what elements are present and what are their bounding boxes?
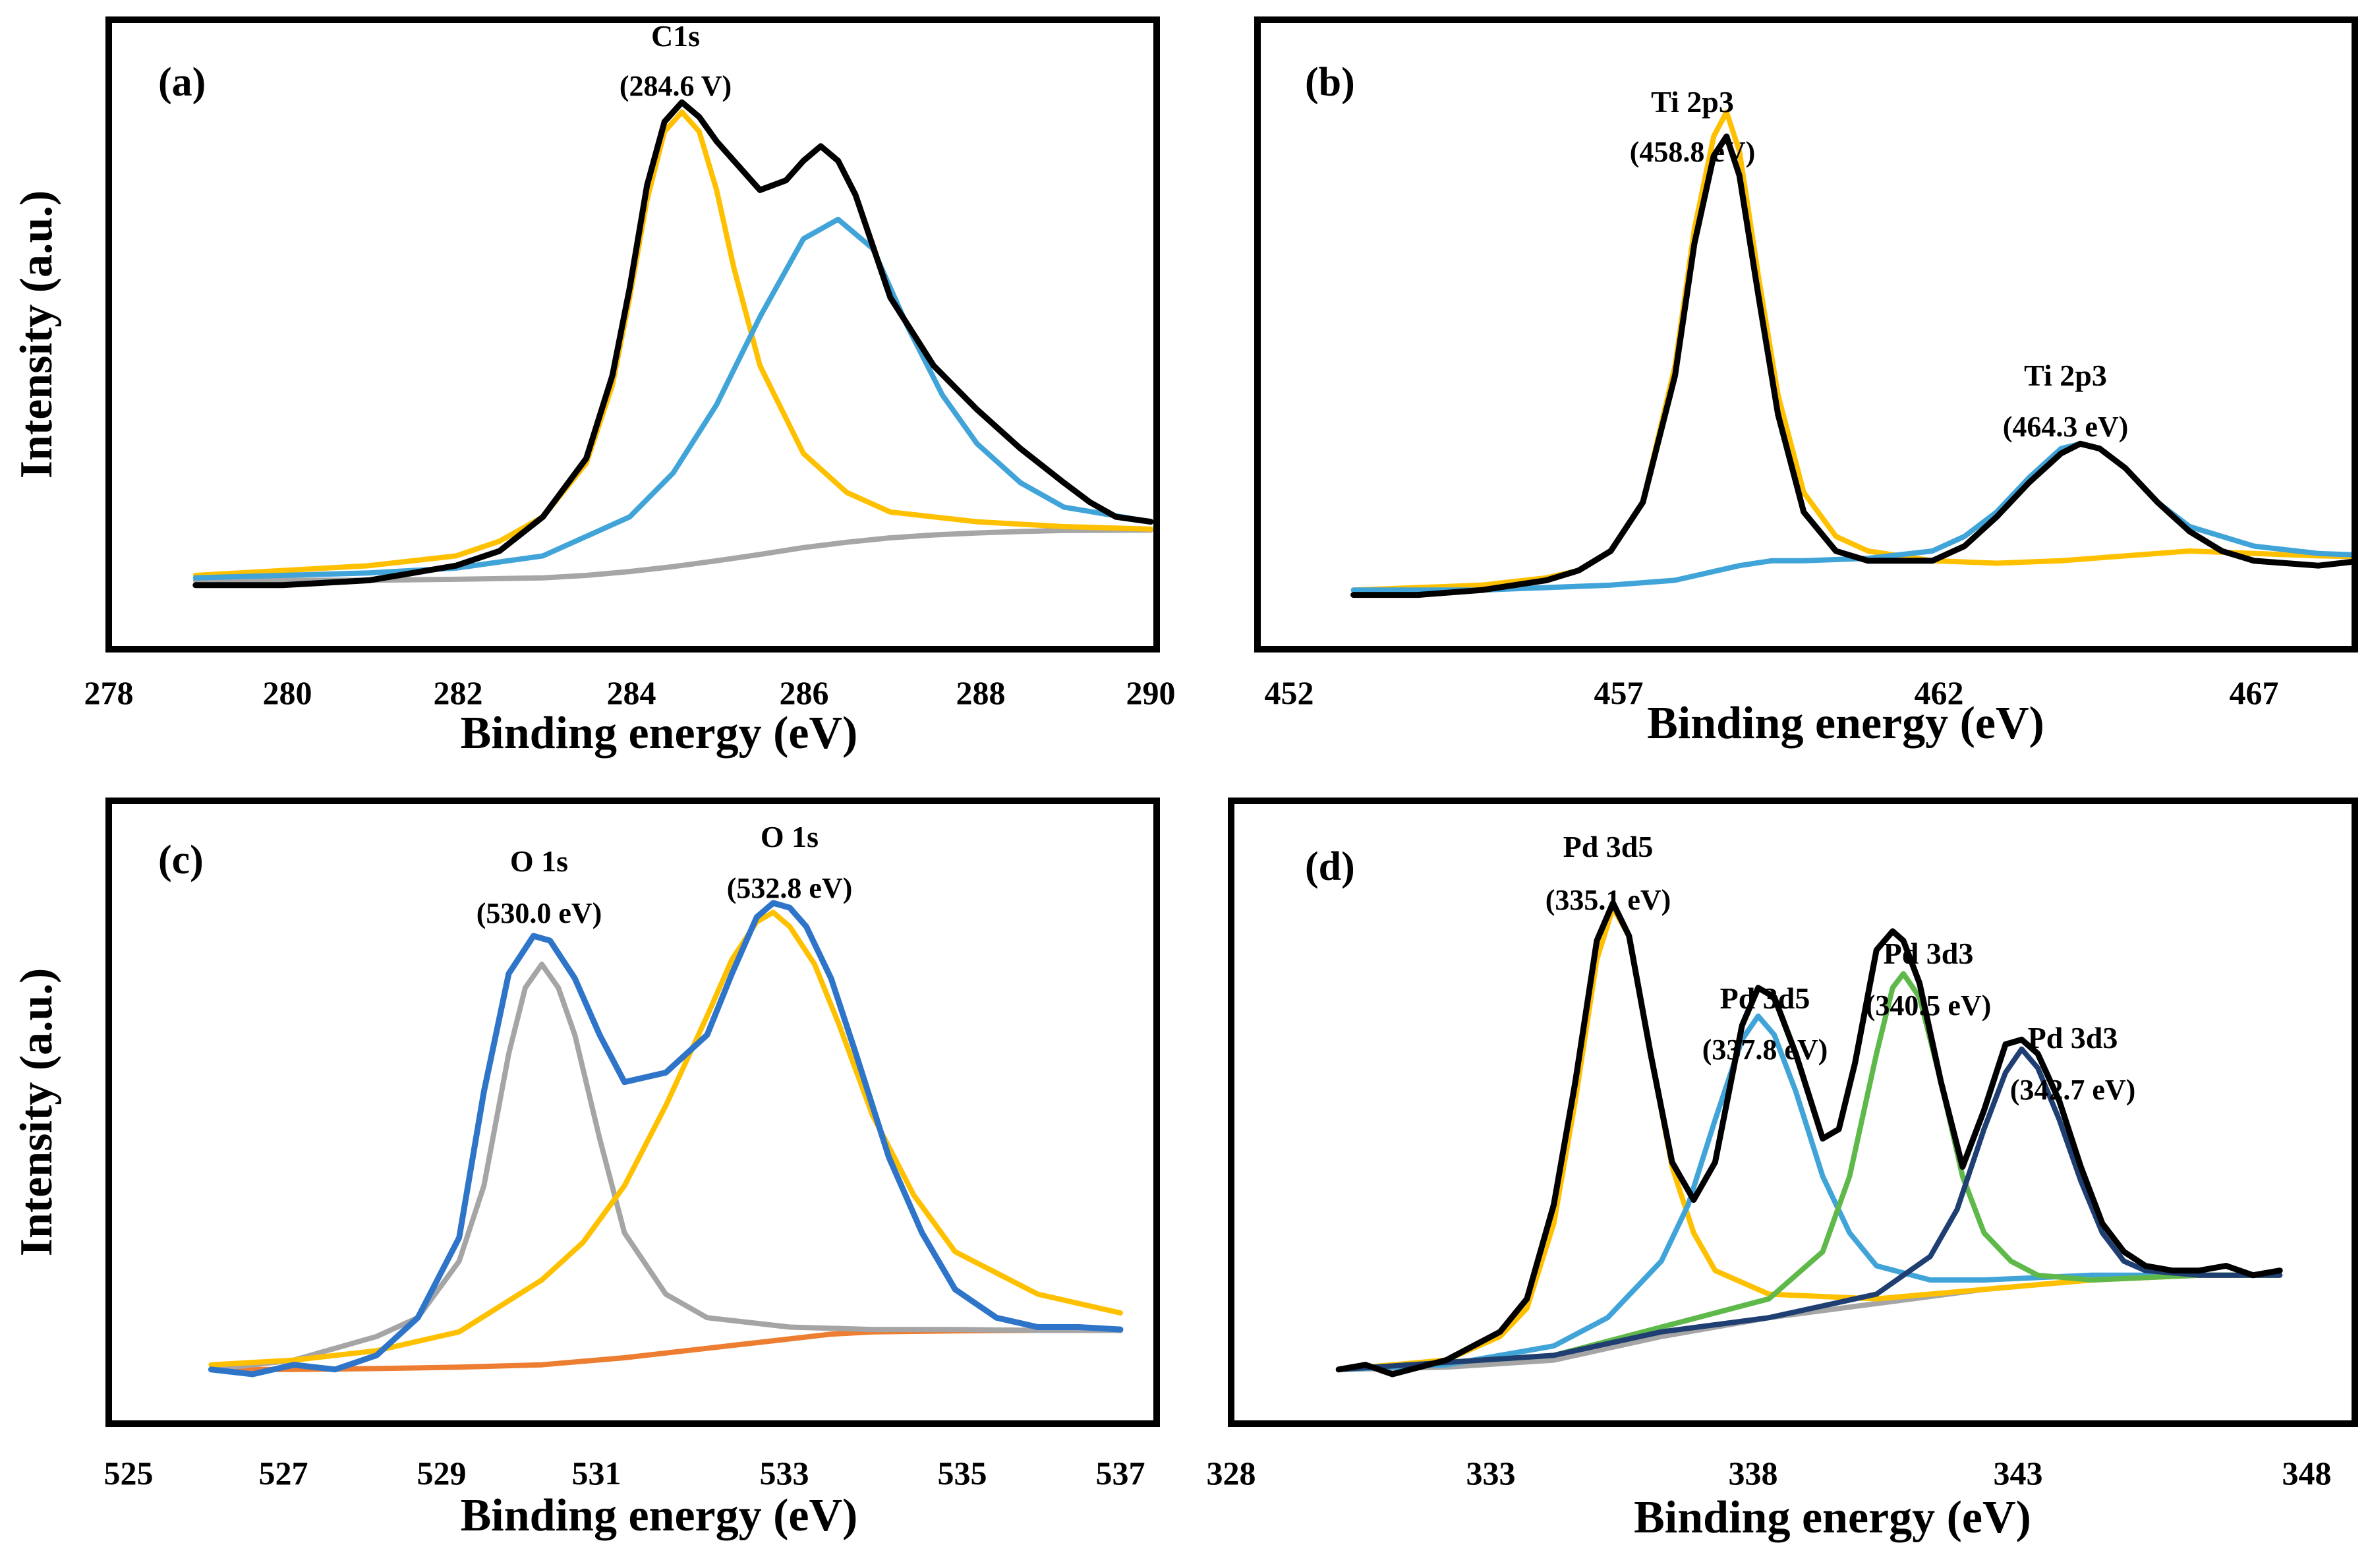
x-tick-label: 457 xyxy=(1594,674,1644,711)
series-line-pd-3d3-342-7 xyxy=(1336,1046,2283,1372)
panel-a: 278 280 282 284 286 288 290 Binding energy (eV)… xyxy=(11,16,1176,759)
plot-frame xyxy=(1228,798,2358,1427)
peak-annotation: Pd 3d3 xyxy=(2028,1021,2118,1055)
peak-annotation: (337.8 eV) xyxy=(1702,1033,1828,1066)
x-tick-label: 525 xyxy=(104,1455,154,1492)
series-line-background xyxy=(1336,1272,2283,1372)
x-tick-label: 338 xyxy=(1729,1455,1778,1492)
x-tick-label: 452 xyxy=(1265,674,1314,711)
series-line-c-c-284-6 xyxy=(192,109,1153,578)
x-tick-label: 531 xyxy=(572,1455,621,1492)
series-line-raw xyxy=(1335,900,2283,1378)
x-tick-label: 535 xyxy=(938,1455,987,1492)
panel-label: (c) xyxy=(158,838,204,883)
series-line-ti-2p1-464-3 xyxy=(1350,441,2352,593)
x-tick-label: 467 xyxy=(2230,674,2279,711)
plot-frame xyxy=(1254,16,2358,653)
series-group xyxy=(192,99,1153,589)
peak-annotation: Pd 3d3 xyxy=(1884,937,1974,970)
x-tick-label: 537 xyxy=(1096,1455,1145,1492)
series-line-pd-3d3-340-5 xyxy=(1336,971,2283,1372)
x-tick-label: 286 xyxy=(780,674,829,711)
peak-annotation: (340.5 eV) xyxy=(1866,989,1992,1022)
series-line-raw xyxy=(208,900,1124,1378)
panel-d: 328 333 338 343 348 Binding energy (eV) (d) Pd … xyxy=(1207,798,2358,1543)
peak-annotation: Ti 2p3 xyxy=(1651,85,1734,119)
peak-annotation: (335.1 eV) xyxy=(1545,884,1671,916)
panel-label: (a) xyxy=(158,60,206,105)
y-axis-label: Intensity (a.u.) xyxy=(11,968,62,1257)
x-tick-label: 284 xyxy=(607,674,656,711)
peak-annotation: (284.6 V) xyxy=(620,70,732,102)
peak-annotation: (532.8 eV) xyxy=(727,872,853,904)
x-axis-label: Binding energy (eV) xyxy=(1647,698,2044,749)
peak-annotation: Pd 3d5 xyxy=(1720,981,1810,1015)
panel-label: (d) xyxy=(1305,844,1355,889)
plot-frame xyxy=(105,798,1160,1427)
x-tick-label: 278 xyxy=(84,674,134,711)
series-line-raw xyxy=(1350,133,2352,598)
series-line-pd-3d5-337-8 xyxy=(1336,1013,2283,1372)
series-line-ti-2p3-458-8 xyxy=(1350,109,2352,593)
x-tick-label: 328 xyxy=(1207,1455,1256,1492)
peak-annotation: Pd 3d5 xyxy=(1563,830,1654,863)
x-axis-label: Binding energy (eV) xyxy=(1634,1492,2031,1543)
peak-annotation: O 1s xyxy=(510,844,568,878)
x-tick-label: 533 xyxy=(760,1455,809,1492)
x-tick-label: 462 xyxy=(1915,674,1964,711)
peak-annotation: (530.0 eV) xyxy=(476,897,602,929)
x-tick-label: 333 xyxy=(1466,1455,1516,1492)
peak-annotation: (342.7 eV) xyxy=(2010,1074,2136,1106)
panel-label: (b) xyxy=(1305,60,1355,105)
series-group xyxy=(1350,109,2352,598)
x-tick-label: 280 xyxy=(263,674,312,711)
panel-b: 452 457 462 467 Binding energy (eV) (b) Ti 2p3… xyxy=(1254,16,2358,749)
peak-annotation: O 1s xyxy=(761,820,819,854)
y-axis-label: Intensity (a.u.) xyxy=(11,190,62,479)
x-tick-label: 348 xyxy=(2282,1455,2332,1492)
x-axis-label: Binding energy (eV) xyxy=(461,708,858,759)
x-tick-label: 290 xyxy=(1126,674,1176,711)
series-group xyxy=(1335,900,2283,1378)
x-axis-label: Binding energy (eV) xyxy=(461,1490,858,1541)
x-tick-label: 529 xyxy=(417,1455,467,1492)
panel-c: 525 527 529 531 533 535 537 Binding energy (eV)… xyxy=(11,798,1160,1541)
x-tick-label: 288 xyxy=(956,674,1006,711)
x-tick-label: 527 xyxy=(259,1455,308,1492)
x-tick-label: 282 xyxy=(434,674,483,711)
peak-annotation: (464.3 eV) xyxy=(2003,411,2129,443)
peak-annotation: (458.8 eV) xyxy=(1630,136,1756,168)
peak-annotation: C1s xyxy=(651,19,700,53)
x-tick-label: 343 xyxy=(1994,1455,2043,1492)
series-group xyxy=(208,900,1124,1378)
series-line-background xyxy=(192,527,1153,583)
plot-frame xyxy=(105,16,1160,653)
series-line-raw xyxy=(192,99,1153,589)
peak-annotation: Ti 2p3 xyxy=(2024,359,2107,392)
